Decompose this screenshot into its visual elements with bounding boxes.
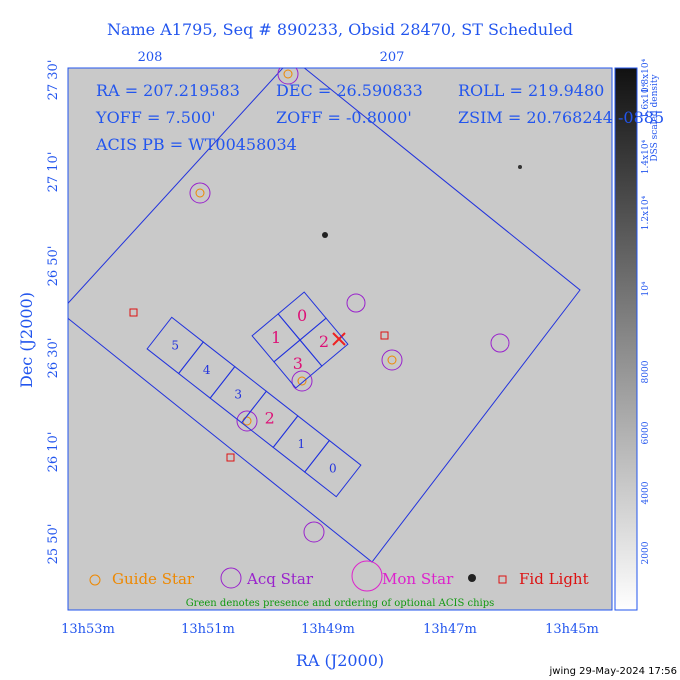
legend-swatch — [220, 567, 242, 589]
y-tick-label: 25 50' — [46, 524, 61, 565]
info-line: ZOFF = -0.8000' — [276, 108, 412, 127]
y-tick-label: 26 30' — [46, 338, 61, 379]
info-line: ROLL = 219.9480 — [458, 81, 604, 100]
top-tick-label: 208 — [138, 50, 163, 65]
x-tick-label: 13h49m — [301, 622, 355, 637]
y-label: Dec (J2000) — [17, 292, 36, 388]
fid-light — [226, 453, 235, 462]
acq-star — [346, 293, 366, 313]
x-tick-label: 13h51m — [181, 622, 235, 637]
top-tick-label: 207 — [380, 50, 405, 65]
i-chip-label: 0 — [297, 306, 307, 325]
bright-star — [468, 574, 476, 582]
legend-label: Acq Star — [246, 570, 314, 588]
acq-star — [236, 410, 258, 432]
x-tick-label: 13h53m — [61, 622, 115, 637]
y-tick-label: 27 10' — [46, 152, 61, 193]
acq-star — [381, 349, 403, 371]
guide-star — [387, 355, 397, 365]
colorbar-tick-label: 6000 — [641, 421, 651, 444]
s-chip-label: 2 — [265, 408, 275, 427]
legend-label: Fid Light — [519, 570, 589, 588]
galaxy — [322, 232, 328, 238]
colorbar-tick-label: 1.6x10⁴ — [641, 83, 651, 118]
note: Green denotes presence and ordering of o… — [186, 598, 495, 609]
colorbar-tick-label: 1.2x10⁴ — [641, 195, 651, 230]
s-chip-label: 1 — [297, 437, 305, 451]
i-chip-label: 3 — [293, 354, 303, 373]
colorbar-tick-label: 1.8x10⁴ — [641, 58, 651, 93]
footer: jwing 29-May-2024 17:56 — [549, 666, 678, 677]
legend-swatch — [498, 575, 507, 584]
legend: Guide Star Acq Star Mon Star Fid Light — [89, 560, 589, 592]
s-chip-label: 5 — [171, 338, 179, 352]
colorbar-title: DSS scaled density — [650, 73, 660, 161]
colorbar-tick-label: 2000 — [641, 541, 651, 564]
legend-label: Mon Star — [382, 570, 454, 588]
colorbar-tick-label: 4000 — [641, 481, 651, 504]
i-chip — [299, 317, 349, 367]
info-overflow: -0885 — [618, 108, 664, 127]
legend-label: Guide Star — [112, 570, 195, 588]
colorbar — [614, 67, 638, 611]
legend-swatch — [351, 560, 383, 592]
guide-star — [195, 188, 205, 198]
colorbar-tick-label: 10⁴ — [641, 281, 651, 296]
s-chip-label: 4 — [203, 363, 211, 377]
fid-light — [129, 308, 138, 317]
fid-light — [380, 331, 389, 340]
title: Name A1795, Seq # 890233, Obsid 28470, S… — [107, 20, 573, 39]
i-chip-label: 2 — [319, 332, 329, 351]
info-line: YOFF = 7.500' — [95, 108, 216, 127]
y-tick-label: 27 30' — [46, 60, 61, 101]
colorbar-tick-label: 1.4x10⁴ — [641, 139, 651, 174]
acq-star — [490, 333, 510, 353]
x-label: RA (J2000) — [296, 651, 384, 670]
acq-star — [277, 68, 299, 85]
y-tick-label: 26 50' — [46, 246, 61, 287]
info-line: ZSIM = 20.768244 — [458, 108, 613, 127]
guide-star — [297, 376, 307, 386]
legend-swatch — [89, 574, 101, 586]
colorbar-tick-label: 8000 — [641, 360, 651, 383]
s-chip-label: 0 — [329, 462, 337, 476]
x-tick-label: 13h45m — [545, 622, 599, 637]
guide-star — [283, 69, 293, 79]
y-tick-label: 26 10' — [46, 432, 61, 473]
acq-star — [189, 182, 211, 204]
aimpoint — [332, 332, 346, 346]
i-chip-label: 1 — [271, 328, 281, 347]
x-tick-label: 13h47m — [423, 622, 477, 637]
plot-frame — [67, 67, 613, 611]
s-chip-label: 3 — [234, 388, 242, 402]
star — [518, 165, 522, 169]
s-chip — [304, 439, 362, 498]
info-line: RA = 207.219583 — [96, 81, 240, 100]
acq-star — [291, 370, 313, 392]
info-line: DEC = 26.590833 — [276, 81, 423, 100]
info-line: ACIS PB = WT00458034 — [95, 135, 297, 154]
acq-star — [303, 521, 325, 543]
